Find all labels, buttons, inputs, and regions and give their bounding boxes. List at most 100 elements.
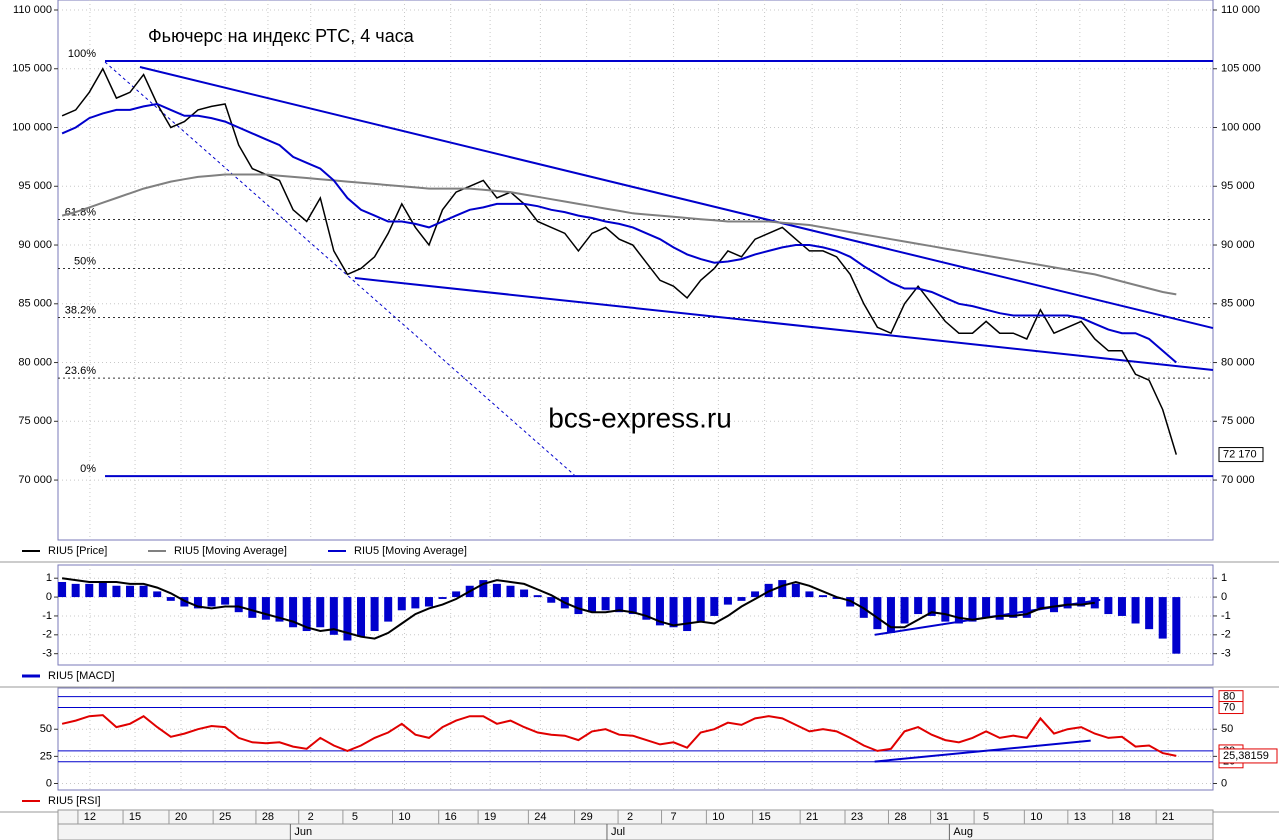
legend-label: RIU5 [RSI] bbox=[48, 795, 101, 807]
macd-bar bbox=[112, 585, 121, 598]
x-tick-label: 5 bbox=[352, 811, 358, 823]
series-line bbox=[61, 173, 1177, 296]
macd-bar bbox=[886, 597, 895, 633]
macd-bar bbox=[479, 580, 488, 598]
last-value-box bbox=[1218, 447, 1264, 463]
macd-bar bbox=[873, 597, 882, 630]
macd-bar bbox=[669, 597, 678, 628]
macd-bar bbox=[85, 583, 94, 598]
macd-bar bbox=[452, 591, 461, 598]
macd-bar bbox=[329, 597, 338, 635]
x-tick-label: 20 bbox=[175, 811, 187, 823]
legend-label: RIU5 [MACD] bbox=[48, 670, 115, 682]
x-tick-label: 10 bbox=[1030, 811, 1042, 823]
fib-level-label: 0% bbox=[80, 463, 96, 475]
fib-level-label: 50% bbox=[74, 255, 96, 267]
chart-title: Фьючерс на индекс РТС, 4 часа bbox=[148, 26, 415, 46]
macd-bar bbox=[1145, 597, 1154, 630]
macd-bar bbox=[927, 597, 936, 616]
y-tick-label-right: 0 bbox=[1221, 591, 1227, 603]
macd-bar bbox=[1131, 597, 1140, 624]
y-tick-label-right: 100 000 bbox=[1221, 121, 1261, 133]
y-tick-label: 0 bbox=[46, 591, 52, 603]
macd-bar bbox=[438, 597, 447, 599]
macd-bar bbox=[1158, 597, 1167, 639]
macd-bar bbox=[384, 597, 393, 622]
y-tick-label: 70 000 bbox=[18, 474, 52, 486]
macd-bar bbox=[98, 581, 107, 598]
macd-bar bbox=[316, 597, 325, 628]
macd-bar bbox=[723, 597, 732, 605]
x-tick-label: 15 bbox=[129, 811, 141, 823]
x-tick-label: 7 bbox=[670, 811, 676, 823]
y-tick-label-right: 1 bbox=[1221, 572, 1227, 584]
macd-bar bbox=[424, 597, 433, 607]
y-tick-label: 85 000 bbox=[18, 298, 52, 310]
series-line bbox=[61, 714, 1177, 757]
macd-bar bbox=[574, 597, 583, 615]
level-label: 70 bbox=[1223, 701, 1235, 713]
macd-bar bbox=[1050, 597, 1059, 613]
macd-bar bbox=[615, 597, 624, 613]
x-tick-label: 2 bbox=[627, 811, 633, 823]
y-tick-label-right: 85 000 bbox=[1221, 298, 1255, 310]
x-tick-label: 24 bbox=[534, 811, 546, 823]
month-label: Jul bbox=[611, 826, 625, 838]
last-value-box bbox=[1218, 748, 1278, 764]
y-tick-label-right: 50 bbox=[1221, 723, 1233, 735]
y-tick-label-right: -2 bbox=[1221, 629, 1231, 641]
y-tick-label: 100 000 bbox=[12, 121, 52, 133]
macd-bar bbox=[302, 597, 311, 632]
x-tick-label: 21 bbox=[806, 811, 818, 823]
macd-bar bbox=[1009, 597, 1018, 618]
y-tick-label-right: 70 000 bbox=[1221, 474, 1255, 486]
month-label: Jun bbox=[294, 826, 312, 838]
y-tick-label-right: 90 000 bbox=[1221, 239, 1255, 251]
macd-bar bbox=[153, 591, 162, 598]
x-tick-label: 5 bbox=[983, 811, 989, 823]
macd-bar bbox=[58, 581, 67, 598]
macd-bar bbox=[248, 597, 257, 618]
y-tick-label: -2 bbox=[42, 629, 52, 641]
macd-bar bbox=[275, 597, 284, 622]
y-tick-label: 50 bbox=[40, 723, 52, 735]
macd-bar bbox=[71, 583, 80, 598]
macd-bar bbox=[601, 597, 610, 611]
macd-bar bbox=[357, 597, 366, 637]
y-tick-label: -3 bbox=[42, 648, 52, 660]
x-tick-label: 15 bbox=[758, 811, 770, 823]
fib-level-label: 100% bbox=[68, 48, 96, 60]
y-tick-label: 95 000 bbox=[18, 180, 52, 192]
fib-level-label: 61.8% bbox=[65, 206, 96, 218]
macd-bar bbox=[1172, 597, 1181, 654]
x-tick-label: 21 bbox=[1162, 811, 1174, 823]
macd-bar bbox=[397, 597, 406, 611]
y-tick-label: 75 000 bbox=[18, 415, 52, 427]
macd-bar bbox=[492, 583, 501, 598]
x-tick-label: 2 bbox=[308, 811, 314, 823]
y-tick-label-right: 0 bbox=[1221, 777, 1227, 789]
y-tick-label-right: -1 bbox=[1221, 610, 1231, 622]
series-line bbox=[61, 67, 1178, 455]
legend-label: RIU5 [Moving Average] bbox=[174, 545, 287, 557]
y-tick-label: 90 000 bbox=[18, 239, 52, 251]
x-tick-label: 29 bbox=[580, 811, 592, 823]
macd-bar bbox=[289, 597, 298, 628]
macd-bar bbox=[628, 597, 637, 615]
y-tick-label: 1 bbox=[46, 572, 52, 584]
x-tick-label: 28 bbox=[894, 811, 906, 823]
macd-bar bbox=[139, 585, 148, 598]
macd-bar bbox=[941, 597, 950, 622]
macd-bar bbox=[696, 597, 705, 622]
macd-bar bbox=[343, 597, 352, 641]
x-tick-label: 25 bbox=[219, 811, 231, 823]
x-tick-label: 19 bbox=[484, 811, 496, 823]
macd-bar bbox=[655, 597, 664, 626]
x-tick-label: 31 bbox=[936, 811, 948, 823]
macd-bar bbox=[234, 597, 243, 613]
macd-bar bbox=[533, 595, 542, 598]
macd-bar bbox=[805, 591, 814, 598]
trend-line bbox=[354, 277, 1214, 372]
series-line bbox=[61, 577, 1095, 640]
